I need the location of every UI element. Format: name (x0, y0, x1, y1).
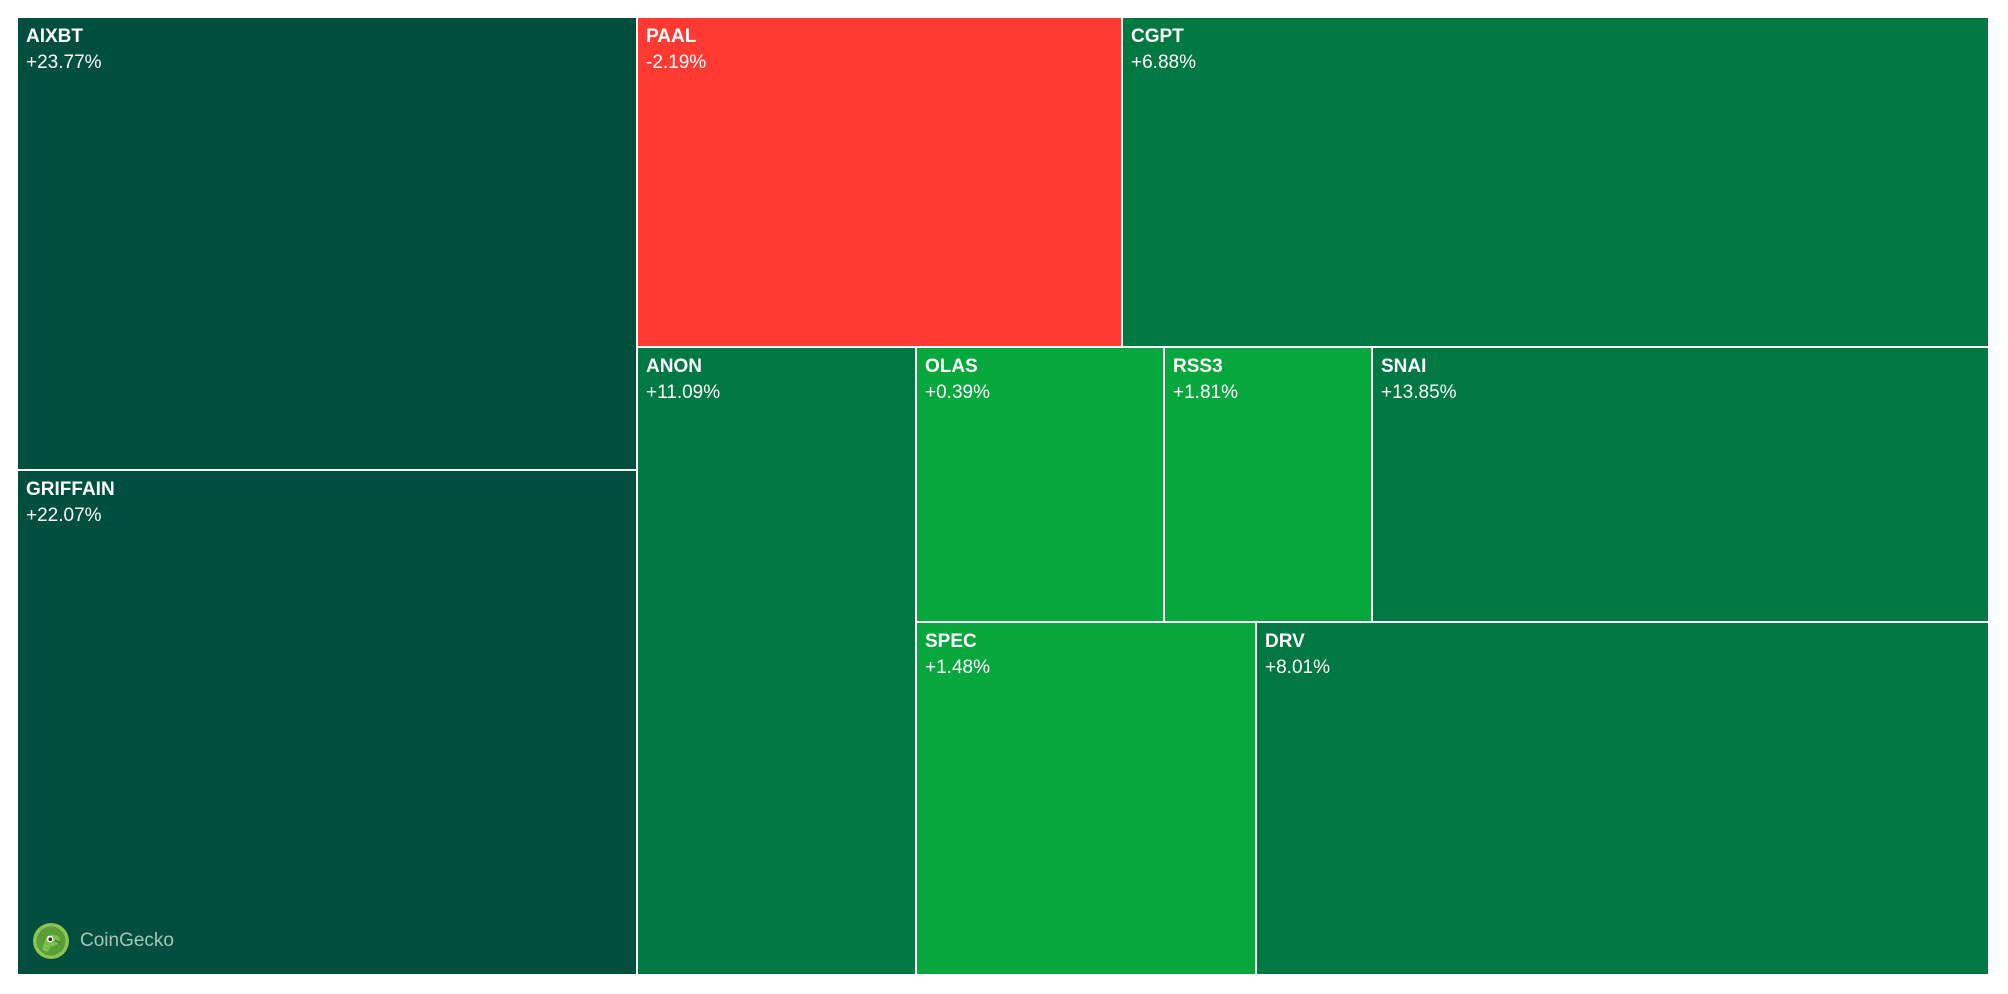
treemap-tile-aixbt[interactable]: AIXBT +23.77% (16, 16, 638, 471)
tile-symbol-label: GRIFFAIN (26, 479, 115, 500)
treemap-tile-drv[interactable]: DRV +8.01% (1255, 621, 1990, 976)
tile-symbol-label: AIXBT (26, 26, 83, 47)
tile-change-label: +23.77% (26, 52, 102, 73)
treemap-tile-paal[interactable]: PAAL -2.19% (636, 16, 1123, 348)
tile-symbol-label: SNAI (1381, 356, 1427, 377)
treemap-tile-griffain[interactable]: GRIFFAIN +22.07% (16, 469, 638, 976)
tile-symbol-label: ANON (646, 356, 702, 377)
tile-change-label: +11.09% (646, 382, 721, 403)
treemap-tile-snai[interactable]: SNAI +13.85% (1371, 346, 1990, 623)
treemap-tile-olas[interactable]: OLAS +0.39% (915, 346, 1165, 623)
treemap-tile-anon[interactable]: ANON +11.09% (636, 346, 917, 976)
tile-symbol-label: RSS3 (1173, 356, 1223, 377)
tile-symbol-label: PAAL (646, 26, 697, 47)
tile-change-label: +1.81% (1173, 382, 1238, 403)
tile-symbol-label: DRV (1265, 631, 1305, 652)
tile-change-label: +6.88% (1131, 52, 1196, 73)
tile-change-label: +0.39% (925, 382, 990, 403)
treemap-tile-spec[interactable]: SPEC +1.48% (915, 621, 1257, 976)
tile-change-label: +13.85% (1381, 382, 1457, 403)
tile-change-label: +1.48% (925, 657, 990, 678)
tile-change-label: +8.01% (1265, 657, 1330, 678)
tile-change-label: +22.07% (26, 505, 102, 526)
treemap-tile-rss3[interactable]: RSS3 +1.81% (1163, 346, 1373, 623)
tile-symbol-label: SPEC (925, 631, 977, 652)
tile-change-label: -2.19% (646, 52, 707, 73)
treemap-chart: AIXBT +23.77% GRIFFAIN +22.07% PAAL -2.19% CGP… (16, 16, 1990, 976)
tile-symbol-label: CGPT (1131, 26, 1184, 47)
watermark-text: CoinGecko (80, 930, 174, 951)
tile-symbol-label: OLAS (925, 356, 978, 377)
coingecko-watermark: CoinGecko (32, 921, 174, 961)
coingecko-logo-icon (33, 923, 69, 959)
treemap-tile-cgpt[interactable]: CGPT +6.88% (1121, 16, 1990, 348)
